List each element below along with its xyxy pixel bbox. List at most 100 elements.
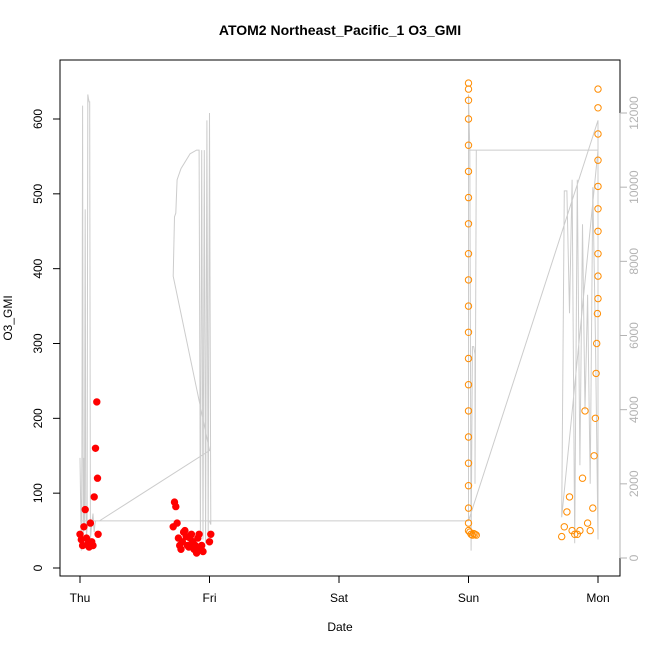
y-axis-label: O3_GMI	[1, 295, 15, 340]
data-point	[181, 526, 189, 535]
data-point	[464, 433, 473, 441]
data-point	[594, 130, 602, 138]
data-point	[86, 519, 95, 527]
data-point	[464, 504, 473, 512]
x-axis: Thu Fri Sat Sun Mon	[70, 575, 610, 605]
data-point	[172, 502, 180, 511]
data-point	[594, 205, 602, 213]
data-point	[593, 339, 601, 348]
data-point	[80, 523, 88, 531]
y-right-tick-label: 2000	[627, 470, 641, 497]
data-point	[594, 294, 602, 303]
x-tick-label: Sat	[330, 591, 349, 605]
data-point	[581, 407, 589, 415]
data-point	[565, 493, 574, 501]
data-point	[471, 530, 479, 538]
data-point	[560, 523, 568, 531]
data-point	[464, 302, 473, 310]
data-point	[568, 526, 576, 535]
data-point	[464, 354, 473, 363]
data-point	[594, 272, 602, 280]
y-right-tick-label: 6000	[627, 322, 641, 349]
chart-title: ATOM2 Northeast_Pacific_1 O3_GMI	[219, 22, 461, 38]
y-tick-label: 0	[31, 564, 45, 571]
y-tick-label: 600	[31, 109, 45, 129]
data-point	[93, 474, 102, 482]
data-point	[594, 104, 602, 112]
data-point	[198, 541, 206, 550]
data-point	[594, 85, 602, 93]
data-point	[464, 85, 473, 93]
data-point	[464, 96, 473, 105]
data-point	[199, 547, 207, 556]
data-point	[464, 276, 473, 284]
data-point	[464, 328, 473, 336]
data-point	[586, 526, 594, 535]
data-point	[187, 530, 196, 538]
data-point	[89, 541, 97, 550]
plot-frame	[59, 59, 621, 577]
x-tick-label: Mon	[586, 591, 609, 605]
data-point	[571, 530, 579, 538]
data-point	[576, 526, 584, 535]
x-tick-label: Fri	[203, 591, 217, 605]
y-axis-right: 0 2000 4000 6000 8000 10000 12000	[619, 96, 641, 561]
data-point	[573, 530, 581, 538]
y-right-tick-label: 8000	[627, 248, 641, 275]
data-point	[464, 459, 473, 467]
y-right-tick-label: 4000	[627, 396, 641, 423]
data-point	[589, 504, 597, 512]
y-right-tick-label: 10000	[627, 170, 641, 204]
altitude-line	[79, 94, 599, 551]
data-point	[81, 505, 89, 514]
data-point	[173, 519, 181, 527]
data-point	[464, 141, 473, 149]
data-point	[90, 493, 98, 501]
y-tick-label: 400	[31, 258, 45, 278]
data-point	[472, 531, 480, 539]
y-axis: 0 100 200 300 400 500 600	[31, 109, 61, 571]
data-point	[591, 414, 600, 422]
data-point	[195, 530, 203, 538]
y-right-tick-label: 12000	[627, 96, 641, 130]
data-point	[578, 474, 587, 482]
y-tick-label: 100	[31, 483, 45, 503]
data-point	[464, 193, 473, 202]
data-point	[563, 508, 571, 516]
data-point	[464, 482, 473, 490]
data-point	[464, 79, 473, 87]
data-point	[93, 398, 101, 406]
x-axis-label: Date	[327, 620, 353, 634]
data-point	[177, 545, 185, 553]
data-point	[464, 250, 473, 258]
data-point	[593, 309, 602, 318]
data-point	[583, 519, 592, 527]
data-point	[178, 538, 187, 546]
y-tick-label: 300	[31, 333, 45, 353]
y-tick-label: 500	[31, 184, 45, 204]
data-point	[91, 444, 100, 452]
data-point	[594, 182, 602, 191]
data-point	[464, 220, 473, 228]
altitude-line-layer	[79, 94, 599, 551]
data-points-layer	[76, 79, 602, 557]
data-point	[594, 227, 602, 236]
data-point	[592, 369, 600, 378]
data-point	[205, 538, 214, 546]
data-point	[464, 381, 473, 389]
data-point	[558, 532, 566, 541]
data-point	[594, 250, 602, 258]
x-tick-label: Thu	[70, 591, 91, 605]
data-point	[464, 519, 473, 527]
data-point	[464, 167, 473, 176]
x-tick-label: Sun	[458, 591, 479, 605]
y-right-tick-label: 0	[627, 554, 641, 561]
data-point	[207, 530, 215, 538]
data-point	[590, 452, 598, 460]
data-point	[94, 530, 102, 538]
data-point	[594, 156, 602, 164]
y-tick-label: 200	[31, 408, 45, 428]
data-point	[464, 407, 473, 415]
data-point	[464, 115, 473, 123]
